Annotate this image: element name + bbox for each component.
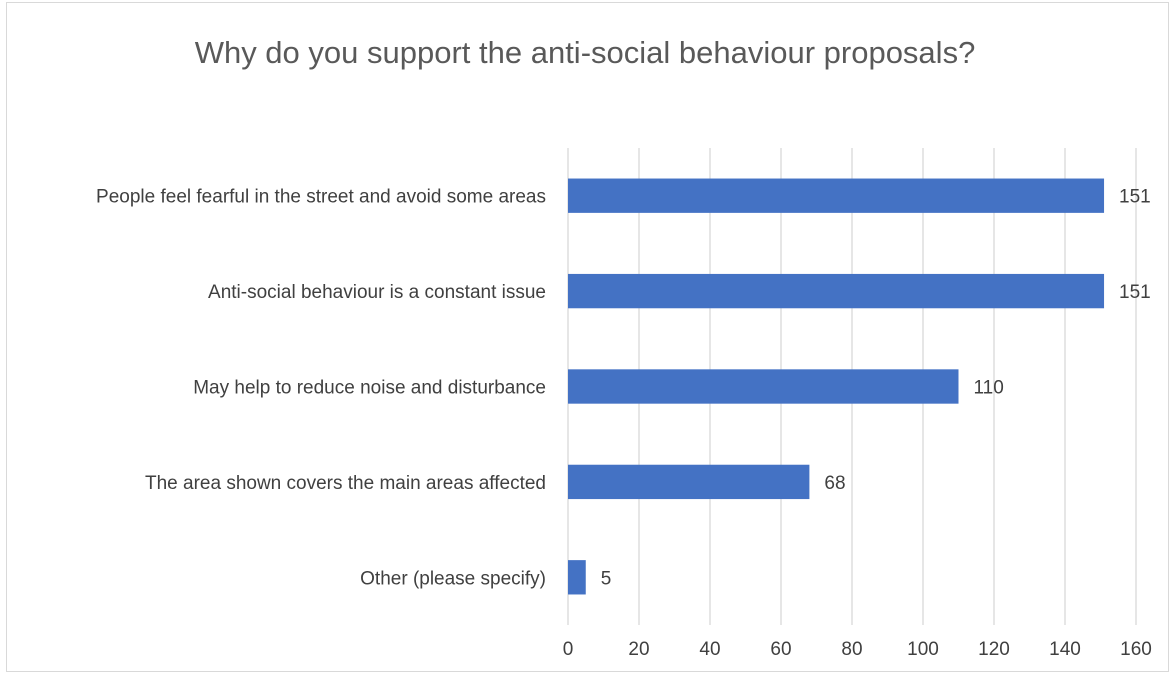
x-tick-label: 120: [978, 639, 1010, 660]
bar: [568, 369, 959, 404]
x-tick-label: 40: [699, 639, 720, 660]
data-label: 151: [1119, 282, 1151, 303]
bar: [568, 178, 1105, 213]
x-tick-label: 80: [841, 639, 862, 660]
bar: [568, 560, 586, 595]
x-tick-label: 140: [1049, 639, 1081, 660]
category-label: People feel fearful in the street and av…: [96, 187, 546, 208]
x-tick-label: 100: [907, 639, 939, 660]
chart-title: Why do you support the anti-social behav…: [195, 35, 976, 70]
data-label: 151: [1119, 187, 1151, 208]
x-tick-label: 60: [770, 639, 791, 660]
x-axis-tick-labels: 0 20 40 60 80 100 120 140 160: [563, 639, 1152, 660]
category-labels: People feel fearful in the street and av…: [96, 187, 546, 590]
bar: [568, 273, 1105, 309]
x-tick-label: 0: [563, 639, 574, 660]
data-label: 5: [601, 568, 612, 589]
category-label: Anti-social behaviour is a constant issu…: [208, 282, 546, 303]
bar: [568, 464, 810, 500]
category-label: Other (please specify): [360, 568, 546, 589]
bars: [568, 178, 1105, 595]
chart-frame: [6, 2, 1169, 672]
data-labels: 151 151 110 68 5: [601, 187, 1151, 590]
category-label: The area shown covers the main areas aff…: [145, 473, 546, 494]
data-label: 68: [824, 473, 845, 494]
x-tick-label: 160: [1120, 639, 1152, 660]
x-tick-label: 20: [628, 639, 649, 660]
category-label: May help to reduce noise and disturbance: [193, 378, 546, 399]
data-label: 110: [974, 378, 1004, 399]
